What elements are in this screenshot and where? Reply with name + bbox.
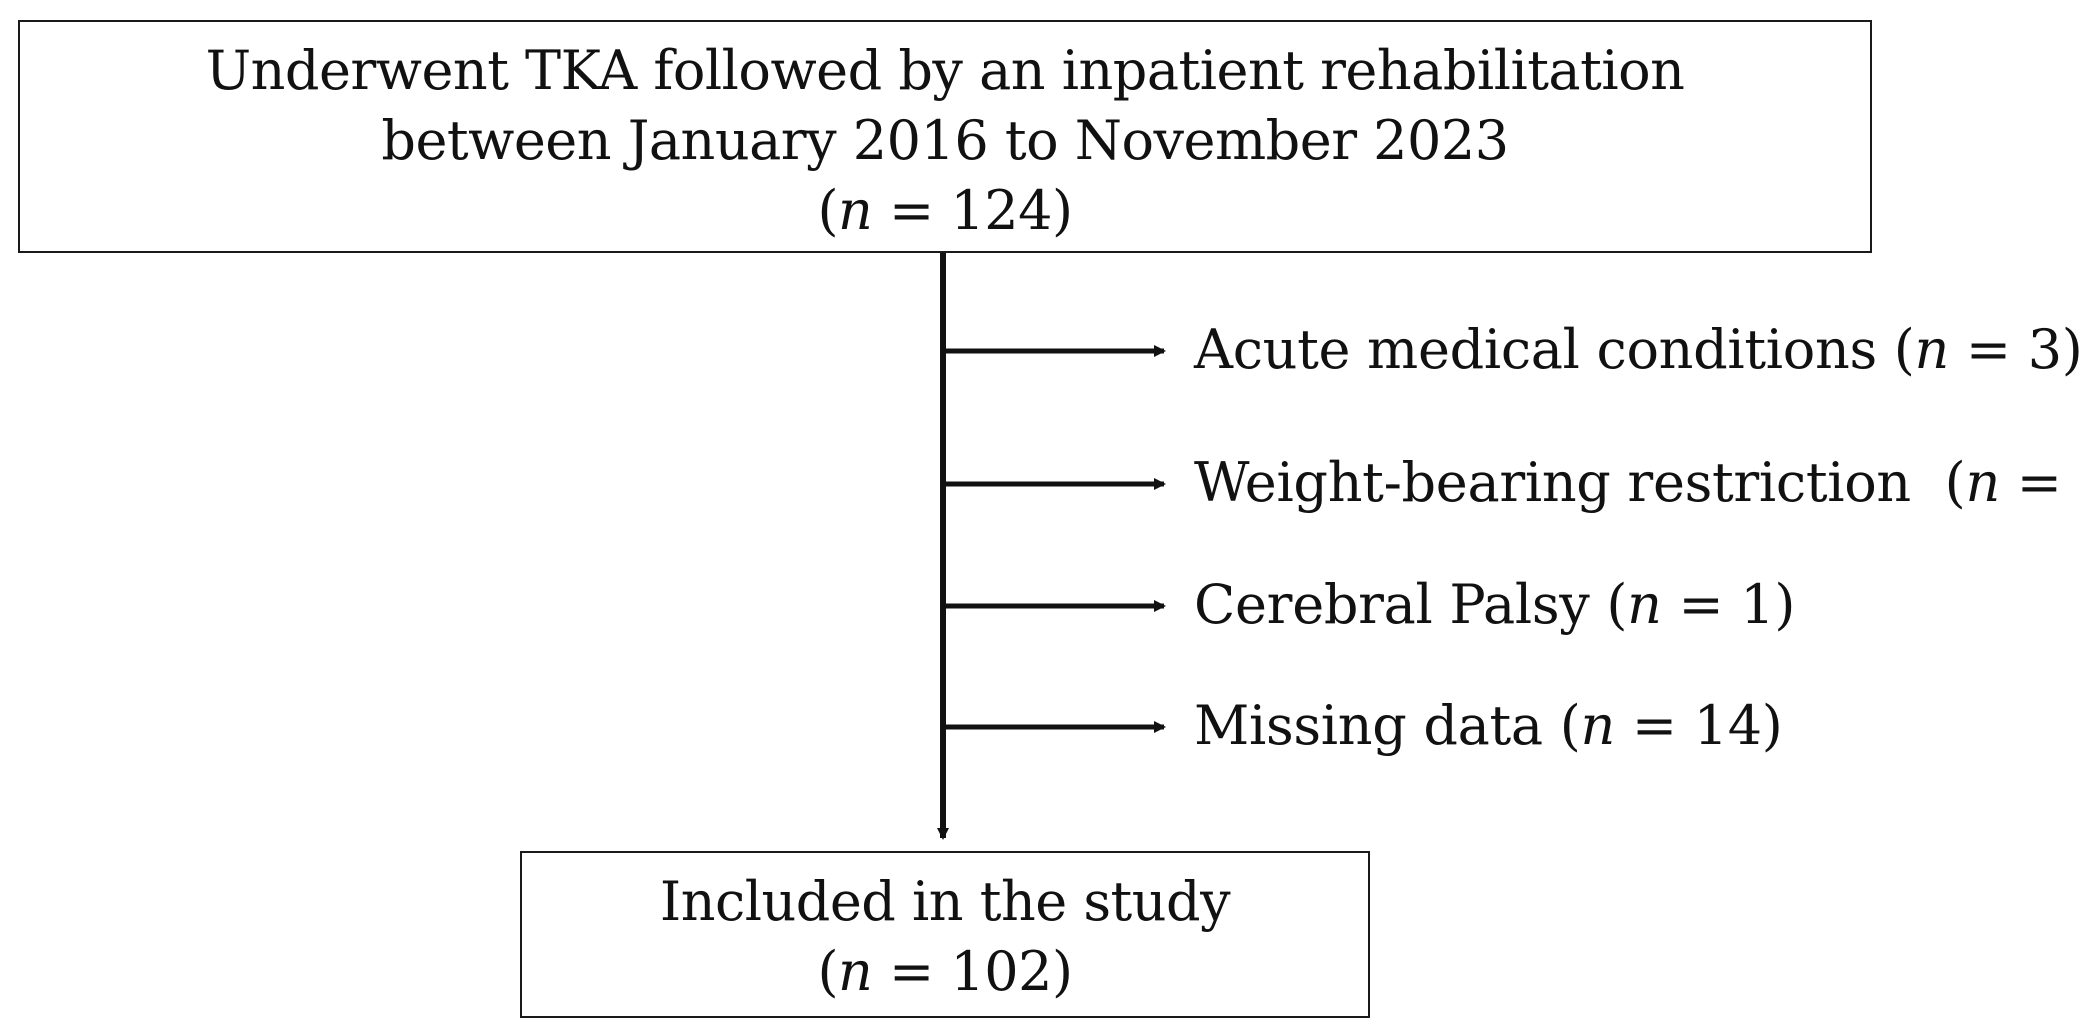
- enrollment-line-2: between January 2016 to November 2023: [381, 109, 1509, 173]
- included-label: Included in the study: [659, 870, 1231, 933]
- included-box: Included in the study (n = 102): [520, 851, 1370, 1018]
- exclusion-weight-bearing: Weight-bearing restriction (n = 4): [1194, 451, 2080, 514]
- enrollment-box: Underwent TKA followed by an inpatient r…: [18, 20, 1872, 253]
- exclusion-acute-medical: Acute medical conditions (n = 3): [1194, 318, 2080, 381]
- enrollment-count: (n = 124): [817, 179, 1073, 243]
- included-count: (n = 102): [817, 940, 1073, 1004]
- exclusion-cerebral-palsy: Cerebral Palsy (n = 1): [1194, 573, 1796, 636]
- exclusion-missing-data: Missing data (n = 14): [1194, 694, 1783, 757]
- enrollment-line-1: Underwent TKA followed by an inpatient r…: [205, 39, 1685, 102]
